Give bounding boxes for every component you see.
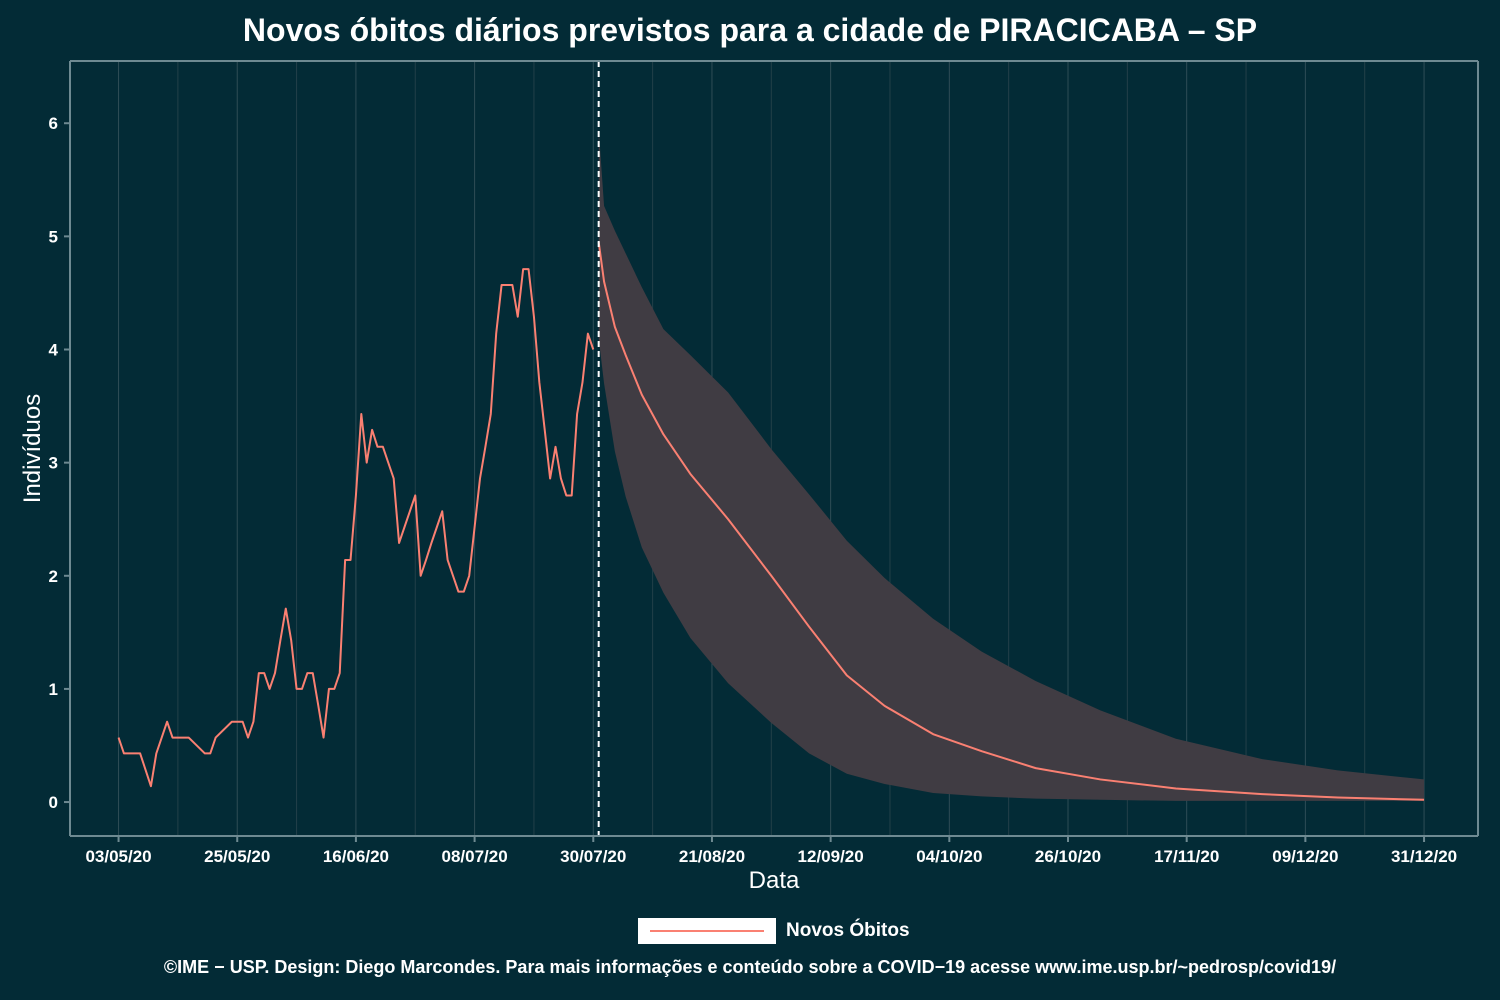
x-tick-label: 17/11/20 [1154,847,1219,866]
x-tick-label: 30/07/20 [560,847,626,866]
legend-key-line [650,930,764,932]
x-tick-label: 08/07/20 [442,847,508,866]
tick-labels: 0 1 2 3 4 5 6 03/05/20 25/05/20 16/06/20 08/07/20 3… [49,114,1458,866]
forecast-deaths-line [597,241,1425,801]
legend-label: Novos Óbitos [786,920,910,941]
chart-title: Novos óbitos diários previstos para a ci… [242,12,1258,48]
forecast-interval-band [598,128,1425,801]
axes [64,60,1479,842]
x-tick-label: 21/08/20 [679,847,745,866]
x-tick-label: 16/06/20 [323,847,389,866]
x-tick-label: 25/05/20 [204,847,270,866]
y-tick-label: 5 [49,227,58,246]
caption: ©IME − USP. Design: Diego Marcondes. Par… [163,957,1337,977]
y-tick-label: 4 [49,341,59,360]
x-tick-label: 26/10/20 [1035,847,1101,866]
y-tick-label: 6 [49,114,58,133]
y-tick-label: 3 [49,454,58,473]
forecast-band [598,128,1425,801]
x-tick-label: 04/10/20 [916,847,982,866]
x-tick-label: 03/05/20 [85,847,151,866]
series-lines [117,61,1425,836]
legend: Novos Óbitos [638,917,910,945]
y-axis-title: Indivíduos [19,394,46,503]
x-axis-title: Data [749,867,800,894]
x-tick-label: 09/12/20 [1272,847,1338,866]
y-tick-label: 0 [49,793,58,812]
legend-key [638,918,776,944]
y-tick-label: 1 [49,680,58,699]
y-tick-label: 2 [49,567,58,586]
observed-deaths-line [117,268,595,788]
x-tick-label: 31/12/20 [1391,847,1457,866]
x-tick-label: 12/09/20 [798,847,864,866]
